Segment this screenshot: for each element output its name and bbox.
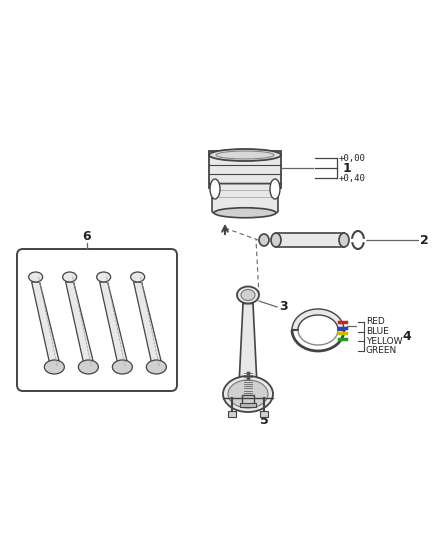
Text: RED: RED [366,318,385,327]
Ellipse shape [113,360,132,374]
Ellipse shape [78,360,99,374]
Ellipse shape [237,287,259,303]
Polygon shape [99,282,127,362]
Bar [209,151,281,188]
Polygon shape [66,282,93,362]
Ellipse shape [216,151,274,159]
Ellipse shape [259,234,269,246]
Ellipse shape [97,272,111,282]
Ellipse shape [210,179,220,199]
Text: 1: 1 [343,161,352,174]
Text: 5: 5 [260,415,269,427]
Ellipse shape [44,360,64,374]
FancyBboxPatch shape [212,183,278,213]
Text: GREEN: GREEN [366,346,397,355]
Ellipse shape [339,233,349,247]
Bar [228,411,236,417]
Ellipse shape [270,179,280,199]
FancyBboxPatch shape [17,249,177,391]
Text: 2: 2 [420,233,429,246]
Text: YELLOW: YELLOW [366,336,403,345]
Ellipse shape [271,233,281,247]
Ellipse shape [63,272,77,282]
Bar [260,411,268,417]
Polygon shape [292,309,344,330]
Polygon shape [239,303,257,385]
Text: 4: 4 [402,330,411,343]
Polygon shape [32,282,60,362]
Polygon shape [134,282,161,362]
Bar [276,233,344,247]
Text: +0,40: +0,40 [339,174,366,182]
Ellipse shape [228,380,268,408]
Ellipse shape [28,272,42,282]
Text: 6: 6 [83,230,91,244]
Text: 3: 3 [279,301,288,313]
Bar [240,403,256,407]
Bar [242,395,254,404]
Ellipse shape [214,208,276,218]
Text: BLUE: BLUE [366,327,389,336]
Ellipse shape [146,360,166,374]
Ellipse shape [241,289,255,301]
Text: +0,00: +0,00 [339,154,366,163]
Ellipse shape [209,149,281,161]
Ellipse shape [223,376,273,412]
Ellipse shape [131,272,145,282]
